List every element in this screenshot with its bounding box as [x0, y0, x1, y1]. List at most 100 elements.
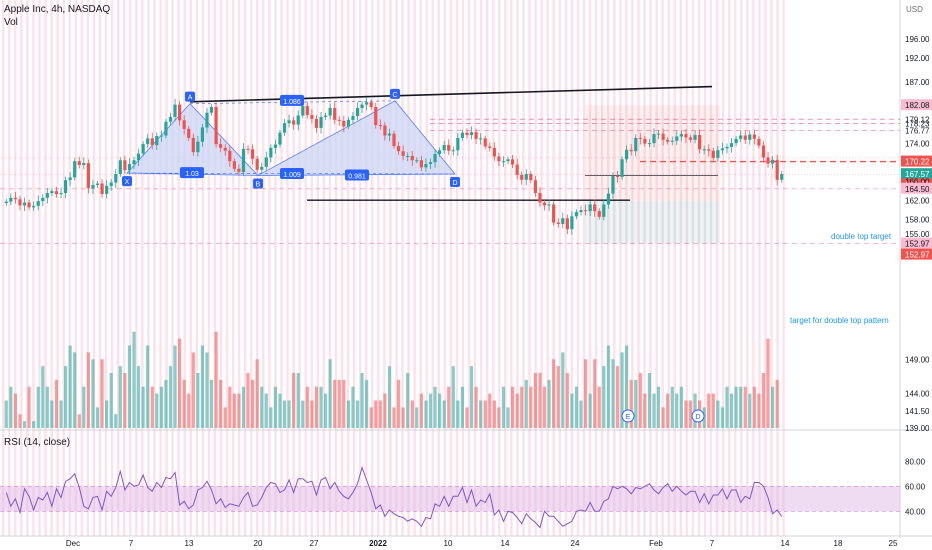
currency-label: USD	[906, 5, 923, 14]
candle	[483, 135, 487, 150]
session-stripe	[80, 0, 84, 536]
candle-body	[187, 128, 191, 138]
volume-bar	[123, 373, 127, 428]
session-stripe	[334, 0, 338, 536]
candle	[383, 121, 387, 141]
session-stripe	[540, 0, 543, 536]
candle-body	[4, 201, 8, 204]
candle	[273, 139, 277, 154]
volume-bar	[328, 359, 332, 428]
session-stripe	[504, 0, 507, 536]
candle-body	[50, 191, 54, 194]
candle-body	[365, 102, 369, 105]
double-top-pattern-target-label: target for double top pattern	[790, 316, 889, 325]
volume-label: Vol	[4, 17, 18, 28]
volume-bar	[552, 359, 556, 428]
candle-body	[729, 143, 734, 147]
price-tag	[901, 168, 932, 180]
session-stripe	[570, 0, 574, 536]
volume-bar	[132, 331, 136, 428]
candle	[209, 104, 214, 116]
volume-bar	[269, 407, 273, 428]
price-axis-tick: 178.23	[905, 119, 930, 128]
candle	[191, 133, 195, 156]
candle-body	[748, 134, 752, 140]
candle-body	[638, 137, 642, 139]
candle	[515, 158, 519, 180]
volume-bar	[319, 386, 323, 428]
volume-bar	[205, 352, 209, 428]
price-axis-tick: 174.00	[905, 140, 930, 149]
candle-body	[588, 204, 592, 212]
session-stripe	[782, 0, 785, 536]
candle	[301, 103, 305, 119]
session-stripe	[352, 0, 356, 536]
rsi-label: RSI (14, close)	[4, 437, 71, 448]
candle	[187, 126, 191, 141]
volume-bar	[9, 386, 13, 428]
session-stripe	[298, 0, 301, 536]
x-axis-tick: 14	[781, 539, 790, 548]
candle	[579, 205, 583, 216]
candle	[228, 145, 232, 167]
candle-body	[483, 138, 487, 147]
candle-body	[392, 133, 396, 146]
candle	[684, 129, 688, 144]
price-axis-tick: 187.00	[905, 78, 930, 87]
session-stripe	[685, 0, 689, 536]
candle-body	[542, 202, 547, 206]
candle-body	[707, 149, 711, 151]
candle-body	[105, 185, 109, 194]
candle	[611, 172, 615, 199]
volume-bar	[278, 393, 282, 428]
volume-bar	[337, 379, 341, 428]
volume-bar	[465, 407, 469, 428]
session-stripe	[522, 0, 525, 536]
candle	[606, 187, 610, 209]
candle	[196, 136, 200, 157]
candle	[86, 159, 90, 194]
session-stripe	[667, 0, 670, 536]
candle-body	[132, 160, 136, 165]
candle	[264, 151, 268, 172]
volume-bar	[223, 407, 227, 428]
volume-bar	[752, 386, 756, 428]
session-stripe	[576, 0, 580, 536]
candle-body	[533, 180, 537, 194]
volume-bar	[688, 400, 693, 428]
harmonic-point-x: X	[125, 179, 130, 186]
x-axis-tick: 10	[444, 539, 453, 548]
price-tag-label: 152.97	[905, 240, 930, 249]
volume-bar	[50, 400, 54, 428]
candle-body	[223, 147, 227, 151]
candle-body	[292, 120, 296, 125]
double-top-target-label: double top target	[831, 232, 892, 241]
volume-bar	[716, 400, 720, 428]
volume-bar	[360, 373, 364, 428]
x-axis-tick: 18	[834, 539, 843, 548]
candle-body	[251, 149, 255, 159]
candle	[524, 169, 528, 186]
volume-bar	[18, 414, 22, 428]
candle-body	[666, 139, 670, 142]
candle	[333, 102, 337, 125]
price-tag-label: 164.50	[905, 185, 930, 194]
x-axis-tick: 13	[185, 539, 194, 548]
session-stripe	[183, 0, 186, 536]
candle	[237, 164, 241, 176]
harmonic-ratio-label: 0.981	[348, 173, 366, 180]
price-axis-tick: 162.00	[905, 197, 930, 206]
candle-body	[237, 168, 241, 173]
candle-body	[451, 150, 455, 152]
candle	[269, 144, 273, 163]
candle-body	[488, 146, 492, 148]
x-axis-tick: 24	[571, 539, 580, 548]
candle-body	[346, 119, 350, 127]
volume-bar	[611, 359, 615, 428]
session-stripe	[68, 0, 71, 536]
candle-body	[314, 118, 319, 128]
volume-bar	[661, 407, 665, 428]
candle-body	[13, 197, 17, 200]
